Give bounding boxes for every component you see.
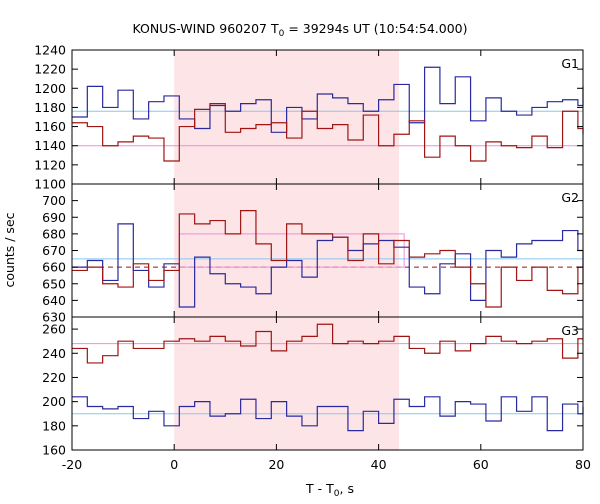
y-tick-label-2-690: 690 bbox=[42, 210, 66, 225]
panel-label-g3: G3 bbox=[561, 323, 579, 338]
xlabel-subscript: 0 bbox=[334, 489, 340, 499]
y-tick-label-3-260: 260 bbox=[42, 322, 66, 337]
y-tick-label-2-680: 680 bbox=[42, 226, 66, 241]
series-red-panel-2 bbox=[72, 210, 584, 308]
y-tick-label-3-180: 180 bbox=[42, 418, 66, 433]
xlabel-rest: , s bbox=[340, 481, 354, 496]
y-axis-label: counts / sec bbox=[2, 212, 17, 287]
y-tick-label-1-1180: 1180 bbox=[34, 100, 66, 115]
plot-layer: 1100 1120 1140 1160 1180 1200 1220 1240 G1 630 640… bbox=[34, 43, 591, 473]
panel-label-g1: G1 bbox=[561, 56, 579, 71]
y-tick-label-1-1160: 1160 bbox=[34, 119, 66, 134]
x-tick-label-80: 80 bbox=[575, 457, 591, 472]
y-tick-label-1-1120: 1120 bbox=[34, 157, 66, 172]
y-tick-label-2-630: 630 bbox=[42, 310, 66, 325]
y-tick-label-2-660: 660 bbox=[42, 260, 66, 275]
series-blue-panel-1 bbox=[72, 66, 584, 133]
y-tick-label-3-160: 160 bbox=[42, 443, 66, 458]
x-tick-label--20: -20 bbox=[62, 457, 82, 472]
x-tick-label-20: 20 bbox=[268, 457, 284, 472]
x-tick-label-60: 60 bbox=[473, 457, 489, 472]
y-tick-label-3-200: 200 bbox=[42, 394, 66, 409]
xlabel-main: T - T bbox=[305, 481, 334, 496]
series-blue-panel-2 bbox=[72, 223, 584, 308]
y-tick-label-2-650: 650 bbox=[42, 276, 66, 291]
title-rest: = 39294s UT (10:54:54.000) bbox=[284, 21, 467, 36]
y-tick-label-2-700: 700 bbox=[42, 193, 66, 208]
x-axis-label: T - T0, s bbox=[305, 481, 354, 499]
series-blue-panel-3 bbox=[72, 396, 584, 432]
x-tick-label-40: 40 bbox=[371, 457, 387, 472]
y-tick-label-1-1220: 1220 bbox=[34, 62, 66, 77]
title-main: KONUS-WIND 960207 T bbox=[132, 21, 278, 36]
y-tick-label-2-640: 640 bbox=[42, 293, 66, 308]
panel-frame-3 bbox=[71, 316, 584, 451]
series-red-panel-3 bbox=[72, 323, 583, 364]
title-subscript: 0 bbox=[279, 29, 285, 39]
y-tick-label-3-220: 220 bbox=[42, 370, 66, 385]
panel-label-g2: G2 bbox=[561, 190, 579, 205]
y-tick-label-1-1200: 1200 bbox=[34, 81, 66, 96]
y-tick-label-1-1240: 1240 bbox=[34, 43, 66, 58]
y-tick-label-2-670: 670 bbox=[42, 243, 66, 258]
y-tick-label-1-1140: 1140 bbox=[34, 138, 66, 153]
y-tick-label-1-1100: 1100 bbox=[34, 177, 66, 192]
series-red-panel-1 bbox=[72, 103, 584, 162]
chart-title: KONUS-WIND 960207 T0 = 39294s UT (10:54:… bbox=[132, 21, 467, 39]
x-tick-label-0: 0 bbox=[170, 457, 178, 472]
y-tick-label-3-240: 240 bbox=[42, 346, 66, 361]
